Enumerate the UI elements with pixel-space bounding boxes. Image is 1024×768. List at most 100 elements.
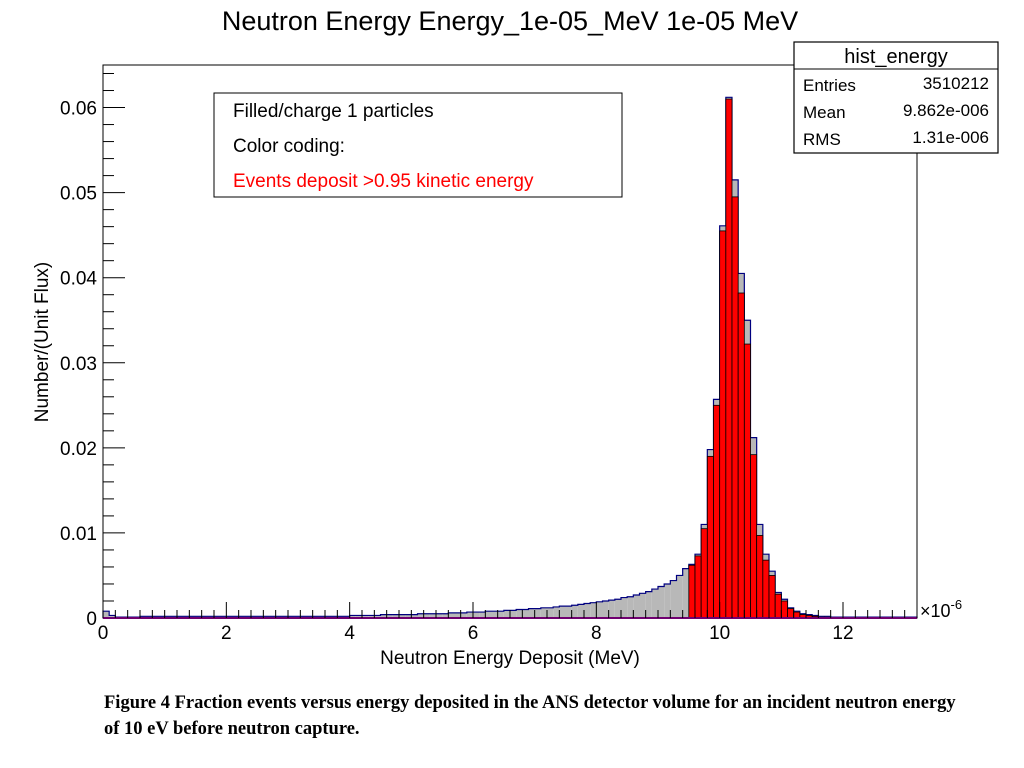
bar-all-events bbox=[621, 597, 628, 618]
bar-all-events bbox=[670, 580, 677, 618]
bar-high-deposit bbox=[750, 454, 758, 619]
stats-entries-value: 3510212 bbox=[923, 74, 989, 93]
bar-all-events bbox=[627, 596, 634, 618]
bar-all-events bbox=[528, 608, 535, 618]
y-tick-label: 0.02 bbox=[60, 439, 97, 460]
bar-all-events bbox=[503, 610, 510, 618]
bar-all-events bbox=[362, 615, 369, 618]
bar-all-events bbox=[540, 607, 547, 618]
bar-all-events bbox=[411, 614, 418, 618]
bar-all-events bbox=[497, 611, 504, 618]
bar-all-events bbox=[374, 615, 381, 618]
legend-line-1: Filled/charge 1 particles bbox=[233, 101, 434, 122]
chart-title: Neutron Energy Energy_1e-05_MeV 1e-05 Me… bbox=[222, 6, 798, 36]
bar-all-events bbox=[485, 611, 492, 618]
legend-line-2: Color coding: bbox=[233, 136, 345, 157]
bar-high-deposit bbox=[688, 564, 696, 619]
bar-all-events bbox=[534, 608, 541, 618]
bar-all-events bbox=[602, 600, 609, 618]
bar-all-events bbox=[510, 610, 517, 618]
bar-all-events bbox=[658, 586, 665, 618]
bar-all-events bbox=[676, 575, 683, 618]
bar-high-deposit bbox=[725, 98, 733, 619]
bar-all-events bbox=[380, 614, 387, 618]
bar-high-deposit bbox=[774, 593, 782, 619]
bar-all-events bbox=[349, 615, 356, 618]
bar-all-events bbox=[559, 606, 566, 618]
stats-mean-value: 9.862e-006 bbox=[903, 101, 989, 120]
bar-all-events bbox=[565, 606, 572, 618]
bar-all-events bbox=[608, 600, 615, 618]
bar-all-events bbox=[368, 615, 375, 618]
y-tick-label: 0.01 bbox=[60, 524, 97, 545]
bar-all-events bbox=[522, 609, 529, 618]
bar-all-events bbox=[553, 606, 560, 618]
bar-high-deposit bbox=[731, 196, 739, 619]
y-tick-label: 0.04 bbox=[60, 269, 97, 290]
series-high-deposit bbox=[688, 98, 832, 619]
bar-all-events bbox=[516, 609, 523, 618]
bar-all-events bbox=[386, 614, 393, 618]
bar-all-events bbox=[460, 612, 467, 618]
bar-all-events bbox=[571, 605, 578, 618]
legend-line-3: Events deposit >0.95 kinetic energy bbox=[233, 171, 534, 192]
bar-all-events bbox=[448, 612, 455, 618]
x-tick-label: 10 bbox=[709, 623, 730, 644]
bar-all-events bbox=[491, 611, 498, 618]
x-axis: 0 2 4 6 8 10 12 bbox=[98, 602, 918, 644]
bar-all-events bbox=[454, 612, 461, 618]
y-tick-label: 0.06 bbox=[60, 99, 97, 120]
bar-high-deposit bbox=[762, 559, 770, 619]
x-tick-label: 4 bbox=[344, 623, 355, 644]
bar-high-deposit bbox=[768, 575, 776, 619]
x-tick-label: 2 bbox=[221, 623, 232, 644]
stats-rms-value: 1.31e-006 bbox=[912, 128, 989, 147]
bar-all-events bbox=[423, 613, 430, 618]
bar-all-events bbox=[355, 615, 362, 618]
stats-box: hist_energy Entries 3510212 Mean 9.862e-… bbox=[793, 41, 999, 154]
bar-all-events bbox=[442, 613, 449, 618]
bar-all-events bbox=[590, 602, 597, 618]
bar-high-deposit bbox=[756, 535, 764, 619]
bar-all-events bbox=[633, 595, 640, 618]
bar-all-events bbox=[639, 593, 646, 618]
x-tick-label: 0 bbox=[98, 623, 109, 644]
bar-high-deposit bbox=[706, 455, 714, 619]
bar-high-deposit bbox=[700, 528, 708, 619]
bar-all-events bbox=[109, 615, 116, 618]
bar-high-deposit bbox=[780, 600, 788, 619]
y-axis: 0 0.01 0.02 0.03 0.04 0.05 0.06 bbox=[60, 73, 125, 630]
bar-high-deposit bbox=[787, 608, 795, 619]
figure-caption: Figure 4 Fraction events versus energy d… bbox=[104, 693, 956, 739]
series-all-events-outline bbox=[102, 96, 918, 618]
x-axis-exponent: ×10-6 bbox=[920, 597, 962, 621]
stats-mean-label: Mean bbox=[803, 103, 846, 122]
bar-all-events bbox=[596, 601, 603, 618]
bar-all-events bbox=[614, 599, 621, 618]
bar-high-deposit bbox=[737, 292, 745, 619]
y-tick-label: 0 bbox=[86, 609, 97, 630]
x-axis-exponent-power: -6 bbox=[951, 597, 963, 612]
legend-box: Filled/charge 1 particles Color coding: … bbox=[213, 92, 623, 198]
x-tick-label: 6 bbox=[468, 623, 479, 644]
bar-all-events bbox=[645, 591, 652, 618]
bar-all-events bbox=[651, 589, 658, 618]
bar-all-events bbox=[577, 604, 584, 618]
bar-all-events bbox=[466, 612, 473, 618]
stats-box-title: hist_energy bbox=[844, 46, 947, 68]
bar-all-events bbox=[436, 613, 443, 618]
x-tick-label: 12 bbox=[832, 623, 853, 644]
histogram-chart: Neutron Energy Energy_1e-05_MeV 1e-05 Me… bbox=[32, 6, 999, 669]
bar-all-events bbox=[399, 614, 406, 618]
bar-all-events bbox=[103, 611, 110, 618]
bar-all-events bbox=[405, 614, 412, 618]
stats-rms-label: RMS bbox=[803, 130, 841, 149]
x-axis-label: Neutron Energy Deposit (MeV) bbox=[380, 648, 640, 669]
bar-all-events bbox=[479, 612, 486, 618]
x-tick-label: 8 bbox=[591, 623, 602, 644]
bar-high-deposit bbox=[719, 230, 727, 619]
bar-all-events bbox=[682, 568, 689, 618]
bar-all-events bbox=[392, 614, 399, 618]
bar-all-events bbox=[547, 607, 554, 618]
bar-all-events bbox=[473, 612, 480, 618]
